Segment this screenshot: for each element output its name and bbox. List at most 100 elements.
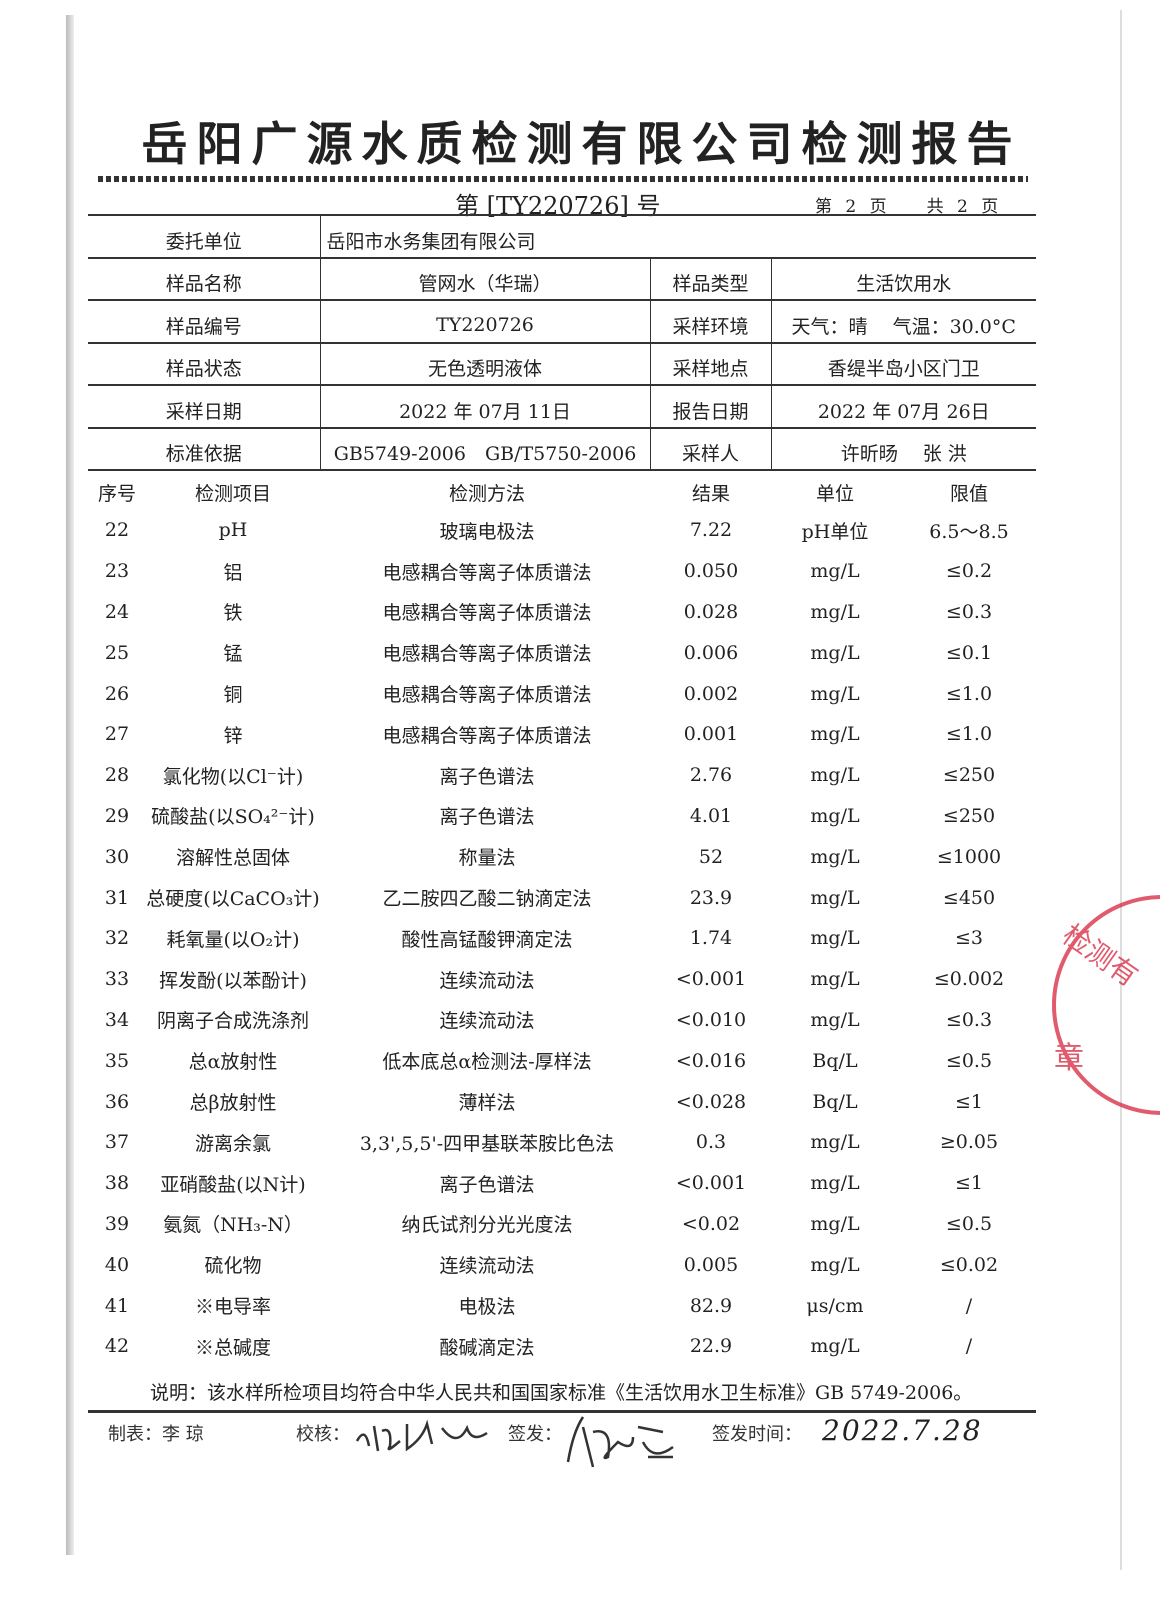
- result-row: 42 ※总碱度 酸碱滴定法 22.9 mg/L /: [88, 1326, 1036, 1367]
- limit: ≤1.0: [945, 723, 993, 746]
- test-method: 电感耦合等离子体质谱法: [382, 724, 592, 747]
- limit: ≤0.2: [945, 560, 993, 583]
- test-item: 锰: [223, 643, 243, 666]
- row-number: 41: [104, 1294, 130, 1317]
- row-number: 31: [104, 886, 130, 909]
- limit: /: [965, 1294, 973, 1317]
- limit: ≤0.1: [945, 641, 993, 664]
- limit: 6.5～8.5: [929, 520, 1009, 543]
- info-label: 报告日期: [649, 384, 771, 428]
- test-method: 离子色谱法: [439, 806, 535, 829]
- test-method: 电极法: [458, 1296, 516, 1319]
- result-row: 37 游离余氯 3,3',5,5'-四甲基联苯胺比色法 0.3 mg/L ≥0.05: [88, 1122, 1036, 1163]
- unit: mg/L: [810, 886, 860, 909]
- row-number: 22: [104, 519, 130, 542]
- test-method: 电感耦合等离子体质谱法: [382, 684, 592, 707]
- info-label: 采样人: [649, 426, 771, 471]
- test-method: 连续流动法: [439, 969, 535, 992]
- result-value: <0.016: [675, 1049, 747, 1072]
- info-label: 采样环境: [649, 299, 771, 343]
- company-seal: 检测有 章: [1052, 895, 1160, 1115]
- header-cell: 结果: [691, 482, 730, 505]
- row-number: 37: [104, 1131, 130, 1154]
- result-row: 38 亚硝酸盐(以N计) 离子色谱法 <0.001 mg/L ≤1: [88, 1163, 1036, 1204]
- footer-divider: [88, 1410, 1036, 1413]
- info-row: 样品编号 TY220726 采样环境 天气：晴 气温：30.0°C: [88, 299, 1036, 343]
- result-row: 39 氨氮（NH₃-N） 纳氏试剂分光光度法 <0.02 mg/L ≤0.5: [88, 1204, 1036, 1245]
- limit: ≤0.002: [933, 968, 1005, 991]
- info-value: TY220726: [319, 299, 650, 343]
- info-value: 香缇半岛小区门卫: [770, 341, 1036, 385]
- row-number: 23: [104, 560, 130, 583]
- test-method: 连续流动法: [439, 1255, 535, 1278]
- result-value: <0.028: [675, 1090, 747, 1113]
- info-label: 委托单位: [88, 214, 320, 258]
- result-value: <0.001: [675, 968, 747, 991]
- scan-edge: [66, 15, 74, 1555]
- test-item: 耗氧量(以O₂计): [166, 928, 300, 951]
- result-row: 23 铝 电感耦合等离子体质谱法 0.050 mg/L ≤0.2: [88, 551, 1036, 592]
- limit: ≤3: [954, 927, 983, 950]
- unit: mg/L: [810, 600, 860, 623]
- info-value: 管网水（华瑞）: [319, 256, 650, 300]
- unit: mg/L: [810, 1212, 860, 1235]
- limit: ≤0.02: [939, 1253, 999, 1276]
- test-item: 硫化物: [204, 1255, 262, 1278]
- unit: pH单位: [801, 520, 869, 543]
- limit: ≤1: [954, 1172, 983, 1195]
- info-value: 无色透明液体: [319, 341, 650, 385]
- result-row: 30 溶解性总固体 称量法 52 mg/L ≤1000: [88, 836, 1036, 877]
- results-table: 序号 检测项目 检测方法 结果 单位 限值 22 pH 玻璃电极法 7.22 pH单位 6…: [88, 474, 1036, 1367]
- row-number: 29: [104, 804, 130, 827]
- info-row: 委托单位 岳阳市水务集团有限公司: [88, 214, 1036, 258]
- unit: mg/L: [810, 560, 860, 583]
- test-item: 硫酸盐(以SO₄²⁻计): [151, 806, 315, 829]
- test-item: 总β放射性: [189, 1092, 277, 1115]
- row-number: 25: [104, 641, 130, 664]
- row-number: 30: [104, 845, 130, 868]
- unit: mg/L: [810, 804, 860, 827]
- limit: /: [965, 1335, 973, 1358]
- unit: Bq/L: [812, 1049, 858, 1072]
- test-item: 锌: [223, 724, 243, 747]
- limit: ≤250: [942, 764, 996, 787]
- header-cell: 序号: [97, 482, 136, 505]
- info-value: 2022 年 07月 26日: [770, 384, 1036, 428]
- issuer-signature: [566, 1416, 674, 1468]
- unit: mg/L: [810, 641, 860, 664]
- header-cell: 限值: [949, 482, 988, 505]
- limit: ≥0.05: [939, 1131, 999, 1154]
- page-current: 第 2 页: [815, 197, 887, 217]
- checked-by-label: 校核：: [296, 1424, 350, 1445]
- result-row: 34 阴离子合成洗涤剂 连续流动法 <0.010 mg/L ≤0.3: [88, 1000, 1036, 1041]
- limit: ≤1000: [936, 845, 1002, 868]
- result-row: 40 硫化物 连续流动法 0.005 mg/L ≤0.02: [88, 1244, 1036, 1285]
- result-row: 26 铜 电感耦合等离子体质谱法 0.002 mg/L ≤1.0: [88, 673, 1036, 714]
- result-value: 0.028: [683, 600, 739, 623]
- result-row: 22 pH 玻璃电极法 7.22 pH单位 6.5～8.5: [88, 510, 1036, 551]
- row-number: 28: [104, 764, 130, 787]
- test-method: 乙二胺四乙酸二钠滴定法: [382, 888, 592, 911]
- result-value: 52: [698, 845, 724, 868]
- result-value: 2.76: [689, 764, 733, 787]
- test-method: 酸碱滴定法: [439, 1336, 535, 1359]
- info-label: 样品状态: [88, 341, 320, 385]
- unit: mg/L: [810, 682, 860, 705]
- issue-time-label: 签发时间：: [712, 1424, 802, 1445]
- info-row: 采样日期 2022 年 07月 11日 报告日期 2022 年 07月 26日: [88, 384, 1036, 428]
- test-method: 薄样法: [458, 1092, 516, 1115]
- test-item: 总硬度(以CaCO₃计): [146, 888, 320, 911]
- unit: mg/L: [810, 845, 860, 868]
- result-row: 31 总硬度(以CaCO₃计) 乙二胺四乙酸二钠滴定法 23.9 mg/L ≤450: [88, 877, 1036, 918]
- result-value: 82.9: [689, 1294, 733, 1317]
- page-total: 共 2 页: [926, 197, 999, 217]
- result-row: 28 氯化物(以Cl⁻计) 离子色谱法 2.76 mg/L ≤250: [88, 755, 1036, 796]
- test-item: ※总碱度: [194, 1336, 271, 1359]
- test-item: 总α放射性: [188, 1051, 278, 1074]
- limit: ≤450: [942, 886, 996, 909]
- info-label: 采样日期: [88, 384, 320, 428]
- result-value: 0.005: [683, 1253, 739, 1276]
- result-row: 36 总β放射性 薄样法 <0.028 Bq/L ≤1: [88, 1081, 1036, 1122]
- unit: mg/L: [810, 723, 860, 746]
- test-item: 挥发酚(以苯酚计): [159, 969, 307, 992]
